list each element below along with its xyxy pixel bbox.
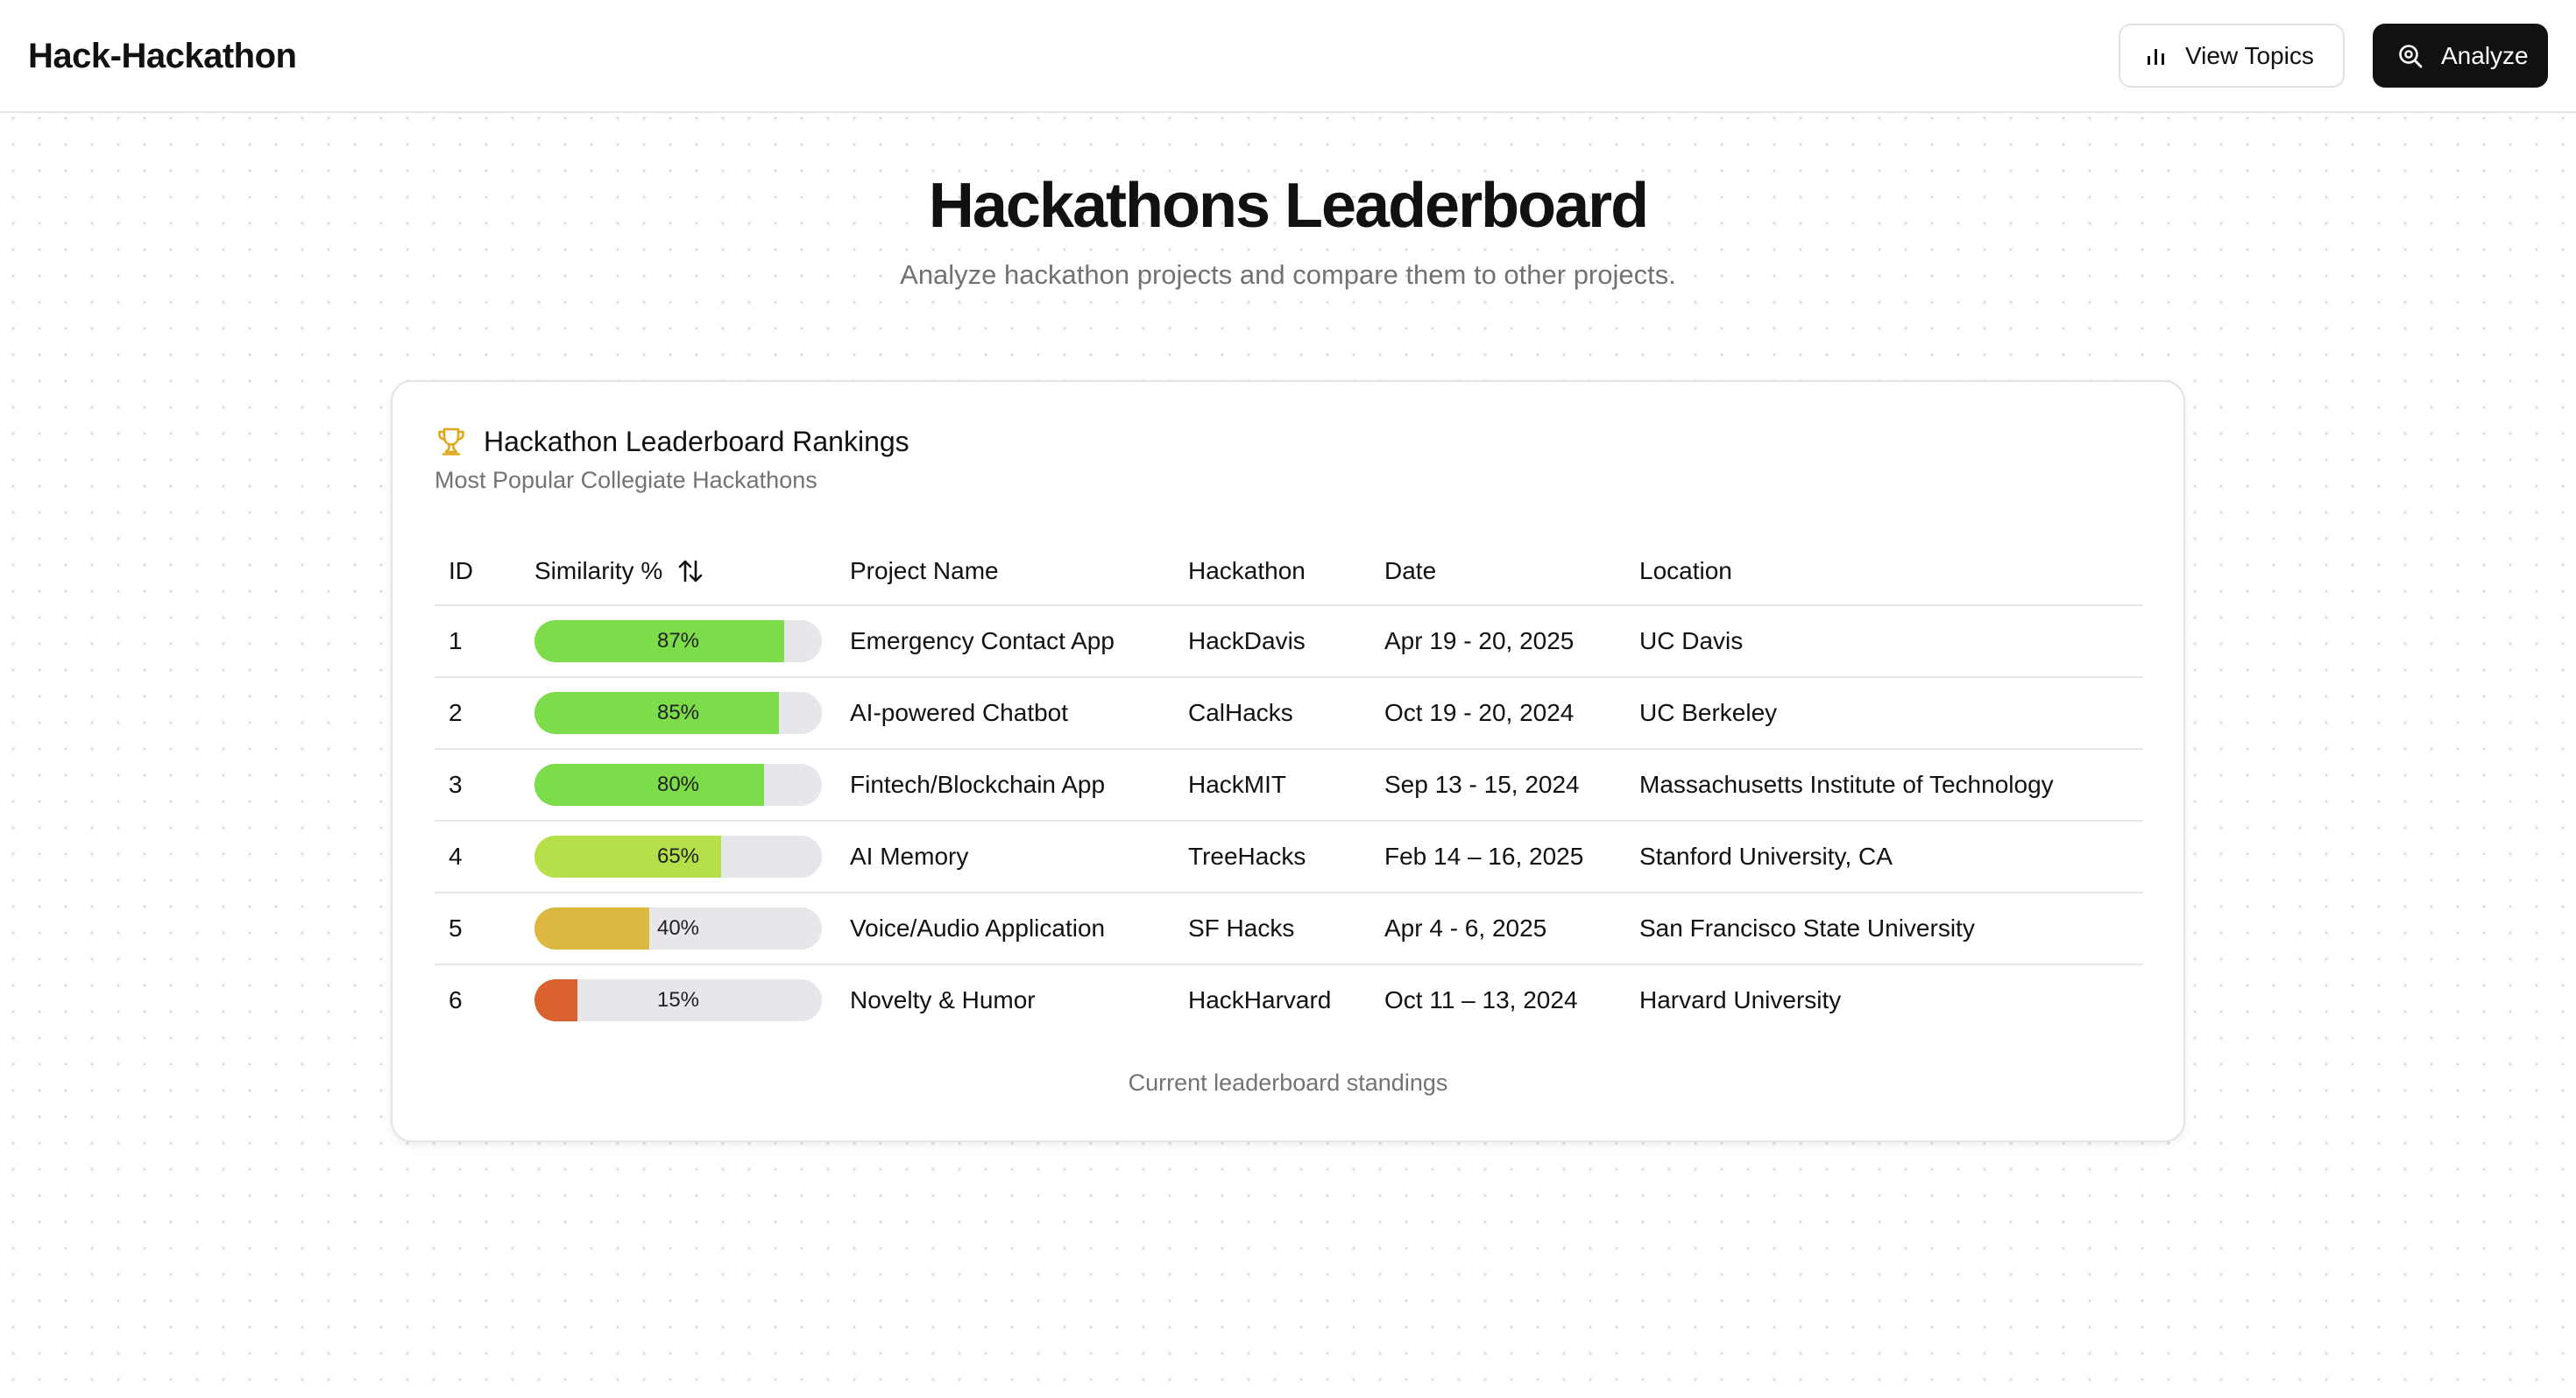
- row-id: 4: [449, 843, 463, 870]
- table-row[interactable]: 1 87% Emergency Contact App HackDavis Apr 19…: [435, 606, 2143, 678]
- hackathon-date: Apr 4 - 6, 2025: [1384, 914, 1547, 942]
- similarity-cell: 87%: [534, 606, 822, 676]
- table-row[interactable]: 4 65% AI Memory TreeHacks Feb 14 – 16, 2025 S…: [435, 822, 2143, 893]
- project-name: AI-powered Chatbot: [850, 699, 1069, 726]
- hackathon-name: TreeHacks: [1188, 843, 1306, 870]
- project-name: AI Memory: [850, 843, 969, 870]
- similarity-bar: 80%: [534, 764, 822, 806]
- hackathon-date: Oct 19 - 20, 2024: [1384, 699, 1575, 726]
- similarity-bar-fill: [534, 836, 722, 878]
- table-row[interactable]: 5 40% Voice/Audio Application SF Hacks Apr 4…: [435, 893, 2143, 965]
- column-header-location: Location: [1639, 557, 1732, 584]
- hackathon-location: Harvard University: [1639, 986, 1842, 1013]
- hackathon-name: HackMIT: [1188, 771, 1286, 798]
- view-topics-label: View Topics: [2185, 41, 2314, 69]
- project-name: Voice/Audio Application: [850, 914, 1106, 942]
- page-title: Hackathons Leaderboard: [928, 171, 1649, 241]
- top-header: Hack-Hackathon View Topics Analyze: [0, 0, 2576, 113]
- similarity-label: 15%: [656, 988, 700, 1012]
- column-header-hackathon: Hackathon: [1188, 557, 1306, 584]
- similarity-label: 80%: [656, 773, 700, 796]
- similarity-bar: 40%: [534, 907, 822, 950]
- hackathon-date: Oct 11 – 13, 2024: [1384, 986, 1578, 1013]
- bar-chart-icon: [2148, 48, 2164, 65]
- similarity-cell: 40%: [534, 893, 822, 964]
- similarity-label: 85%: [656, 701, 700, 724]
- table-footnote: Current leaderboard standings: [1128, 1070, 1448, 1096]
- hackathon-name: HackHarvard: [1188, 986, 1332, 1013]
- project-name: Emergency Contact App: [850, 627, 1115, 654]
- hackathon-location: Massachusetts Institute of Technology: [1639, 771, 2054, 798]
- row-id: 6: [449, 986, 463, 1013]
- similarity-bar-fill: [534, 620, 785, 662]
- sort-arrows-icon[interactable]: [676, 557, 704, 585]
- similarity-label: 87%: [656, 629, 700, 653]
- similarity-bar: 87%: [534, 620, 822, 662]
- card-description: Most Popular Collegiate Hackathons: [435, 467, 817, 493]
- hackathon-date: Feb 14 – 16, 2025: [1384, 843, 1584, 870]
- view-topics-button[interactable]: View Topics: [2119, 24, 2345, 88]
- column-header-project: Project Name: [850, 557, 999, 584]
- hackathon-date: Apr 19 - 20, 2025: [1384, 627, 1575, 654]
- leaderboard-table: ID Similarity % Project Name Hackathon D…: [435, 536, 2143, 1037]
- similarity-bar-fill: [534, 764, 765, 806]
- similarity-label: 40%: [656, 916, 700, 940]
- project-name: Novelty & Humor: [850, 986, 1036, 1013]
- brand-title[interactable]: Hack-Hackathon: [28, 37, 297, 75]
- row-id: 1: [449, 627, 463, 654]
- row-id: 3: [449, 771, 463, 798]
- trophy-icon: [438, 427, 464, 455]
- similarity-bar-fill: [534, 979, 578, 1021]
- similarity-bar: 65%: [534, 836, 822, 878]
- card-title: Hackathon Leaderboard Rankings: [484, 426, 909, 457]
- similarity-label: 65%: [656, 844, 700, 868]
- hackathon-name: CalHacks: [1188, 699, 1293, 726]
- column-header-similarity[interactable]: Similarity %: [534, 536, 704, 606]
- similarity-cell: 85%: [534, 678, 822, 748]
- similarity-cell: 65%: [534, 822, 822, 892]
- row-id: 2: [449, 699, 463, 726]
- project-name: Fintech/Blockchain App: [850, 771, 1106, 798]
- table-body: 1 87% Emergency Contact App HackDavis Apr 19…: [435, 606, 2143, 1037]
- column-header-date: Date: [1384, 557, 1437, 584]
- hackathon-date: Sep 13 - 15, 2024: [1384, 771, 1580, 798]
- similarity-cell: 80%: [534, 750, 822, 820]
- similarity-bar-fill: [534, 692, 779, 734]
- analyze-button[interactable]: Analyze: [2373, 24, 2548, 88]
- row-id: 5: [449, 914, 463, 942]
- page-subtitle: Analyze hackathon projects and compare t…: [900, 259, 1676, 290]
- leaderboard-card: Hackathon Leaderboard Rankings Most Popu…: [391, 380, 2185, 1142]
- similarity-cell: 15%: [534, 965, 822, 1035]
- hackathon-name: HackDavis: [1188, 627, 1306, 654]
- similarity-bar: 15%: [534, 979, 822, 1021]
- hackathon-location: UC Davis: [1639, 627, 1744, 654]
- hackathon-name: SF Hacks: [1188, 914, 1295, 942]
- analyze-label: Analyze: [2441, 41, 2529, 69]
- column-header-similarity-label: Similarity %: [534, 557, 663, 584]
- hackathon-location: UC Berkeley: [1639, 699, 1778, 726]
- similarity-bar: 85%: [534, 692, 822, 734]
- column-header-id: ID: [449, 557, 473, 584]
- table-row[interactable]: 2 85% AI-powered Chatbot CalHacks Oct 19 - 2…: [435, 678, 2143, 750]
- table-row[interactable]: 3 80% Fintech/Blockchain App HackMIT Sep 13 …: [435, 750, 2143, 822]
- search-analyze-icon: [2399, 44, 2423, 67]
- hackathon-location: Stanford University, CA: [1639, 843, 1893, 870]
- hackathon-location: San Francisco State University: [1639, 914, 1975, 942]
- similarity-bar-fill: [534, 907, 650, 950]
- table-header: ID Similarity % Project Name Hackathon D…: [435, 536, 2143, 606]
- table-row[interactable]: 6 15% Novelty & Humor HackHarvard Oct 11 – 1…: [435, 965, 2143, 1037]
- card-header: Hackathon Leaderboard Rankings: [435, 422, 909, 461]
